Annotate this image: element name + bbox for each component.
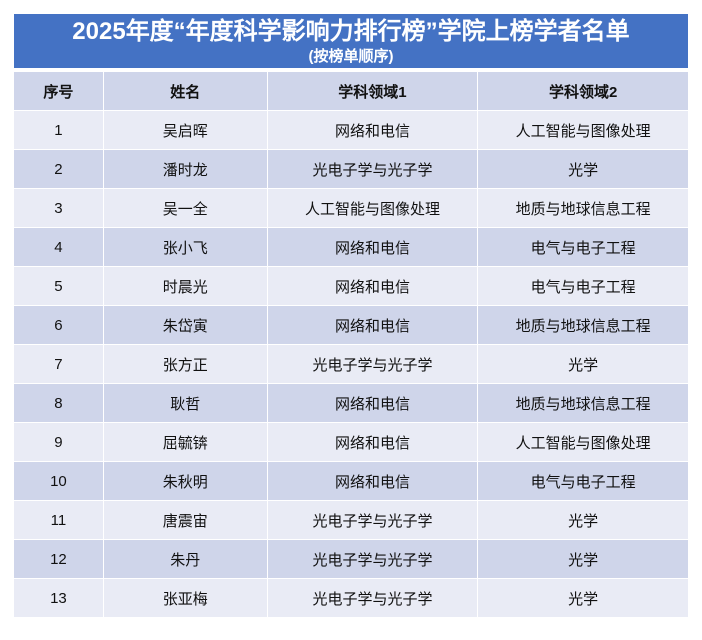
- cell-field2: 电气与电子工程: [478, 267, 688, 305]
- cell-field2: 电气与电子工程: [478, 228, 688, 266]
- cell-field1: 光电子学与光子学: [267, 345, 478, 383]
- column-header-field1: 学科领域1: [267, 72, 478, 110]
- table-row: 3 吴一全 人工智能与图像处理 地质与地球信息工程: [14, 189, 688, 227]
- cell-name: 唐震宙: [103, 501, 267, 539]
- cell-name: 朱岱寅: [103, 306, 267, 344]
- table-row: 8 耿哲 网络和电信 地质与地球信息工程: [14, 384, 688, 422]
- cell-field1: 网络和电信: [267, 267, 478, 305]
- table-row: 4 张小飞 网络和电信 电气与电子工程: [14, 228, 688, 266]
- cell-index: 13: [14, 579, 103, 617]
- cell-index: 2: [14, 150, 103, 188]
- column-header-index: 序号: [14, 72, 103, 110]
- cell-field1: 网络和电信: [267, 111, 478, 149]
- cell-index: 6: [14, 306, 103, 344]
- cell-name: 张亚梅: [103, 579, 267, 617]
- table-row: 11 唐震宙 光电子学与光子学 光学: [14, 501, 688, 539]
- cell-field2: 电气与电子工程: [478, 462, 688, 500]
- cell-name: 朱秋明: [103, 462, 267, 500]
- cell-field2: 光学: [478, 540, 688, 578]
- cell-field1: 光电子学与光子学: [267, 501, 478, 539]
- title-banner: 2025年度“年度科学影响力排行榜”学院上榜学者名单 (按榜单顺序): [14, 14, 688, 68]
- cell-field2: 光学: [478, 579, 688, 617]
- cell-index: 7: [14, 345, 103, 383]
- cell-field2: 光学: [478, 345, 688, 383]
- table-row: 13 张亚梅 光电子学与光子学 光学: [14, 579, 688, 617]
- cell-index: 5: [14, 267, 103, 305]
- cell-field1: 网络和电信: [267, 228, 478, 266]
- cell-index: 12: [14, 540, 103, 578]
- column-header-name: 姓名: [103, 72, 267, 110]
- cell-index: 3: [14, 189, 103, 227]
- cell-index: 8: [14, 384, 103, 422]
- cell-name: 吴一全: [103, 189, 267, 227]
- cell-field1: 网络和电信: [267, 423, 478, 461]
- scholar-list-document: 2025年度“年度科学影响力排行榜”学院上榜学者名单 (按榜单顺序) 序号 姓名…: [14, 14, 688, 618]
- cell-field2: 地质与地球信息工程: [478, 306, 688, 344]
- cell-field1: 人工智能与图像处理: [267, 189, 478, 227]
- table-row: 12 朱丹 光电子学与光子学 光学: [14, 540, 688, 578]
- cell-field2: 地质与地球信息工程: [478, 384, 688, 422]
- page-subtitle: (按榜单顺序): [308, 48, 394, 65]
- cell-name: 张方正: [103, 345, 267, 383]
- cell-name: 吴启晖: [103, 111, 267, 149]
- cell-index: 10: [14, 462, 103, 500]
- page-title: 2025年度“年度科学影响力排行榜”学院上榜学者名单: [72, 18, 630, 45]
- table-row: 6 朱岱寅 网络和电信 地质与地球信息工程: [14, 306, 688, 344]
- cell-field1: 光电子学与光子学: [267, 579, 478, 617]
- cell-field1: 网络和电信: [267, 462, 478, 500]
- table-row: 7 张方正 光电子学与光子学 光学: [14, 345, 688, 383]
- cell-field2: 地质与地球信息工程: [478, 189, 688, 227]
- cell-name: 朱丹: [103, 540, 267, 578]
- table-row: 10 朱秋明 网络和电信 电气与电子工程: [14, 462, 688, 500]
- cell-field1: 光电子学与光子学: [267, 540, 478, 578]
- cell-name: 时晨光: [103, 267, 267, 305]
- cell-field2: 人工智能与图像处理: [478, 423, 688, 461]
- cell-index: 9: [14, 423, 103, 461]
- cell-name: 屈毓锛: [103, 423, 267, 461]
- column-header-field2: 学科领域2: [478, 72, 688, 110]
- table-row: 5 时晨光 网络和电信 电气与电子工程: [14, 267, 688, 305]
- cell-field2: 光学: [478, 150, 688, 188]
- table-row: 9 屈毓锛 网络和电信 人工智能与图像处理: [14, 423, 688, 461]
- cell-name: 耿哲: [103, 384, 267, 422]
- table-row: 2 潘时龙 光电子学与光子学 光学: [14, 150, 688, 188]
- cell-field1: 网络和电信: [267, 306, 478, 344]
- cell-index: 1: [14, 111, 103, 149]
- cell-field1: 网络和电信: [267, 384, 478, 422]
- cell-field2: 人工智能与图像处理: [478, 111, 688, 149]
- cell-index: 11: [14, 501, 103, 539]
- cell-name: 潘时龙: [103, 150, 267, 188]
- cell-field1: 光电子学与光子学: [267, 150, 478, 188]
- table-header-row: 序号 姓名 学科领域1 学科领域2: [14, 72, 688, 110]
- cell-name: 张小飞: [103, 228, 267, 266]
- cell-index: 4: [14, 228, 103, 266]
- scholar-table: 序号 姓名 学科领域1 学科领域2 1 吴启晖 网络和电信 人工智能与图像处理 2 潘时龙…: [13, 71, 689, 618]
- cell-field2: 光学: [478, 501, 688, 539]
- table-row: 1 吴启晖 网络和电信 人工智能与图像处理: [14, 111, 688, 149]
